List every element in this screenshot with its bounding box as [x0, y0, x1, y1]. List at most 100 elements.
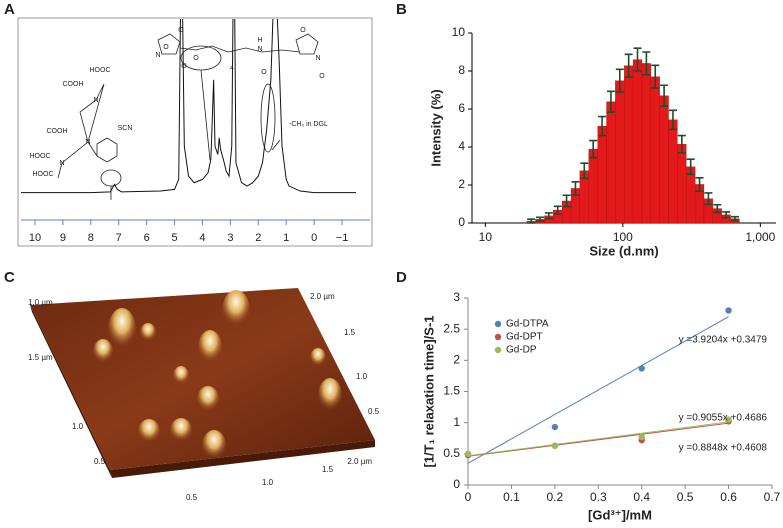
error-bar: [695, 176, 704, 192]
error-bar: [580, 162, 589, 180]
afm-side: [30, 305, 112, 478]
afm-peak: [138, 419, 160, 445]
axis-label: 1.0: [356, 372, 368, 381]
bar: [650, 76, 660, 224]
structure-label: N: [315, 55, 320, 62]
x-tick-label: 0.7: [764, 490, 781, 504]
y-tick-label: 3: [453, 290, 460, 304]
structure-label: N: [59, 160, 64, 167]
x-tick-label: 10: [479, 230, 493, 244]
x-tick-label: 1: [283, 232, 289, 244]
point: [551, 423, 559, 431]
trendline-label: y =0.9055x +0.4686: [679, 413, 768, 424]
structure-label: O: [178, 27, 184, 34]
axis-label: 1.0 µm: [28, 298, 53, 307]
afm-peak: [197, 386, 219, 414]
error-bar: [731, 215, 740, 222]
y-tick-label: 0: [458, 215, 465, 229]
trendline-label: y =0.8848x +0.4608: [679, 443, 768, 454]
axis-label: 1.0: [72, 422, 84, 431]
trendline-label: y =3.9204x +0.3479: [679, 335, 768, 346]
x-tick-label: 0.6: [720, 490, 737, 504]
point: [638, 433, 645, 441]
structure-sketch: [57, 33, 319, 200]
axis-label: 1.5: [344, 328, 356, 337]
y-tick-label: 2: [453, 353, 460, 367]
point: [464, 450, 472, 458]
x-tick-label: 10: [29, 232, 41, 244]
error-bar: [668, 109, 677, 131]
bar: [677, 143, 687, 224]
y-axis-label: [1/T₁ relaxation time]/S-1: [421, 315, 436, 467]
y-tick-label: 0.5: [443, 446, 460, 460]
structure-label: HOOC: [30, 153, 51, 160]
structure-label: N: [257, 46, 262, 53]
structure-label: N: [85, 139, 90, 146]
structure-label: COOH: [47, 128, 68, 135]
bar: [606, 101, 616, 224]
structure-label: O: [261, 69, 267, 76]
legend-label: Gd-DP: [506, 345, 537, 356]
legend-marker: [494, 346, 502, 354]
bar: [615, 80, 625, 224]
axis-label: 1.0: [262, 478, 274, 487]
afm-side: [110, 440, 375, 478]
y-tick-label: 1.5: [443, 384, 460, 398]
structure-label: O: [300, 27, 306, 34]
afm-peak: [108, 308, 136, 352]
x-tick-label: 0: [311, 232, 317, 244]
trendline: [467, 422, 729, 457]
x-tick-label: 1,000: [745, 230, 775, 244]
x-axis-label: Size (d.nm): [589, 243, 658, 258]
y-tick-label: 8: [458, 63, 465, 77]
legend-label: Gd-DTPA: [506, 319, 549, 330]
y-tick-label: 0: [453, 477, 460, 491]
error-bar: [553, 205, 562, 215]
error-bar: [624, 53, 633, 78]
structure-label: O: [181, 63, 187, 70]
point: [638, 365, 645, 372]
point: [725, 307, 732, 314]
error-bar: [633, 47, 642, 72]
structure-label: O: [193, 55, 199, 62]
structure-label: N: [155, 52, 160, 59]
error-bar: [527, 218, 536, 224]
bar: [668, 119, 678, 224]
x-tick-label: 0.1: [503, 490, 520, 504]
error-bar: [713, 203, 722, 214]
error-bar: [686, 158, 695, 176]
bar: [641, 63, 651, 224]
error-bar: [536, 216, 544, 222]
error-bar: [660, 84, 669, 107]
axis-label: 1.5 µm: [28, 353, 53, 362]
afm-peak: [93, 339, 113, 365]
spectrum: [21, 19, 356, 194]
x-tick-label: 100: [613, 230, 633, 244]
bar: [597, 125, 607, 224]
x-tick-label: 0.4: [633, 490, 650, 504]
structure-label: 4: [230, 65, 234, 72]
axis-label: 2.0 µm: [347, 457, 372, 466]
x-tick-label: 6: [144, 232, 150, 244]
x-tick-label: 3: [227, 232, 233, 244]
panel-a-frame: [17, 17, 373, 247]
error-bar: [677, 134, 686, 154]
x-tick-label: 4: [199, 232, 205, 244]
y-tick-label: 4: [458, 139, 465, 153]
error-bar: [642, 51, 651, 76]
afm-peak: [140, 323, 156, 343]
trendline: [467, 316, 729, 464]
structure-label: HOOC: [33, 171, 54, 178]
afm-peak: [173, 366, 189, 386]
error-bar: [615, 68, 624, 93]
afm-peak: [310, 348, 326, 368]
x-tick-label: 5: [171, 232, 177, 244]
axis-label: 0.5: [94, 457, 106, 466]
panel-label: C: [4, 269, 15, 286]
structure-label: COOH: [63, 81, 84, 88]
error-bar: [589, 139, 598, 159]
trendline: [467, 421, 729, 457]
y-tick-label: 2: [458, 177, 465, 191]
y-tick-label: 2.5: [443, 321, 460, 335]
panel-label: D: [396, 269, 407, 286]
